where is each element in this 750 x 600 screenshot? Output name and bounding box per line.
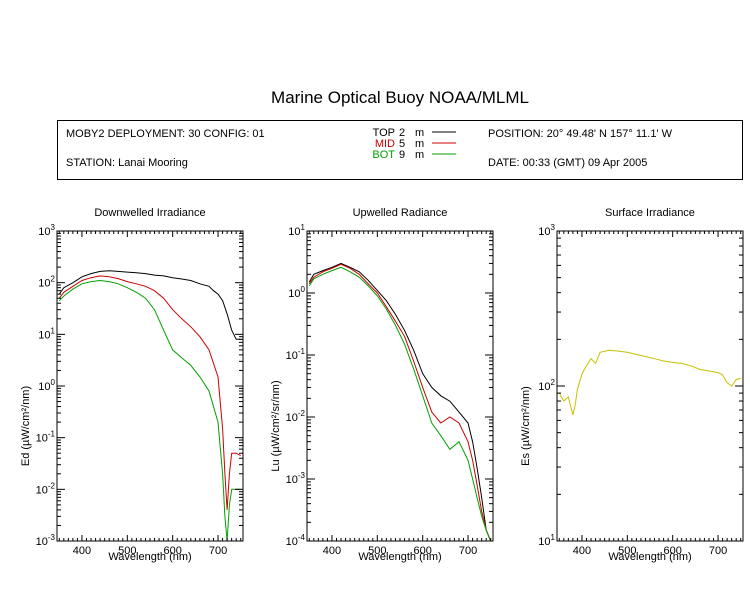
- x-tick-label: 500: [118, 545, 136, 557]
- y-tick-label: 103: [538, 223, 555, 238]
- x-axis-label: Wavelength (nm): [358, 551, 441, 563]
- legend-entry-bot: BOT 9 m: [372, 149, 456, 161]
- y-tick-label: 10-2: [36, 481, 56, 496]
- chart-title: Surface Irradiance: [605, 207, 695, 219]
- deployment-text: MOBY2 DEPLOYMENT: 30 CONFIG: 01: [66, 128, 265, 140]
- legend: TOP 2 m MID 5 m BOT 9 m: [372, 127, 456, 161]
- page-title: Marine Optical Buoy NOAA/MLML: [271, 88, 529, 107]
- chart-title: Downwelled Irradiance: [94, 207, 205, 219]
- y-tick-label: 100: [288, 285, 305, 300]
- y-axis-label: Es (µW/cm²/nm): [520, 386, 532, 466]
- date-text: DATE: 00:33 (GMT) 09 Apr 2005: [488, 157, 648, 169]
- y-tick-label: 10-2: [286, 409, 306, 424]
- series-line-bot: [308, 266, 492, 542]
- y-tick-label: 101: [538, 533, 555, 548]
- legend-depth: 5: [399, 138, 405, 150]
- y-tick-label: 100: [38, 378, 55, 393]
- y-tick-label: 10-4: [286, 533, 306, 548]
- series-line-mid: [58, 275, 241, 510]
- legend-depth: 2: [399, 127, 405, 139]
- x-tick-label: 600: [414, 545, 432, 557]
- chart-panel-3: Surface Irradiance 400 500 600 700 Wavelength…: [520, 207, 744, 563]
- series-line-es: [558, 349, 741, 416]
- legend-entry-top: TOP 2 m: [373, 127, 456, 139]
- x-tick-label: 600: [164, 545, 182, 557]
- x-tick-label: 700: [209, 545, 227, 557]
- y-tick-label: 101: [288, 223, 305, 238]
- info-box: MOBY2 DEPLOYMENT: 30 CONFIG: 01 STATION:…: [57, 120, 743, 180]
- y-tick-label: 10-1: [286, 347, 306, 362]
- legend-name: TOP: [373, 127, 395, 139]
- x-tick-label: 500: [368, 545, 386, 557]
- plot-frame: [556, 230, 744, 542]
- series-line-mid: [308, 263, 492, 542]
- station-text: STATION: Lanai Mooring: [66, 157, 188, 169]
- y-tick-label: 102: [538, 378, 555, 393]
- position-text: POSITION: 20° 49.48' N 157° 11.1' W: [488, 128, 672, 140]
- legend-entry-mid: MID 5 m: [375, 138, 456, 150]
- legend-unit: m: [415, 127, 424, 139]
- legend-unit: m: [415, 138, 424, 150]
- plot-frame: [306, 230, 494, 542]
- y-axis-label: Ed (µW/cm²/nm): [20, 386, 32, 466]
- x-tick-label: 500: [618, 545, 636, 557]
- y-tick-label: 101: [38, 326, 55, 341]
- series-line-top: [308, 262, 492, 542]
- legend-name: BOT: [372, 149, 395, 161]
- y-tick-label: 103: [38, 223, 55, 238]
- series-line-bot: [58, 279, 241, 542]
- y-tick-label: 10-3: [286, 471, 306, 486]
- x-axis-label: Wavelength (nm): [608, 551, 691, 563]
- x-axis-label: Wavelength (nm): [108, 551, 191, 563]
- y-axis-label: Lu (µW/cm²/sr/nm): [270, 380, 282, 471]
- y-tick-label: 10-3: [36, 533, 56, 548]
- legend-name: MID: [375, 138, 395, 150]
- y-tick-label: 10-1: [36, 430, 56, 445]
- series-line-top: [58, 270, 241, 340]
- y-tick-label: 102: [38, 275, 55, 290]
- x-tick-label: 700: [709, 545, 727, 557]
- plot-frame: [56, 230, 244, 542]
- x-tick-label: 700: [459, 545, 477, 557]
- legend-unit: m: [415, 149, 424, 161]
- x-tick-label: 400: [73, 545, 91, 557]
- x-tick-label: 600: [664, 545, 682, 557]
- x-tick-label: 400: [573, 545, 591, 557]
- chart-panel-1: Downwelled Irradiance 400 500 600 700 Wavelen…: [20, 207, 244, 563]
- chart-title: Upwelled Radiance: [353, 207, 448, 219]
- legend-depth: 9: [399, 149, 405, 161]
- x-tick-label: 400: [323, 545, 341, 557]
- chart-panel-2: Upwelled Radiance 400 500 600 700 Wavelength …: [270, 207, 494, 563]
